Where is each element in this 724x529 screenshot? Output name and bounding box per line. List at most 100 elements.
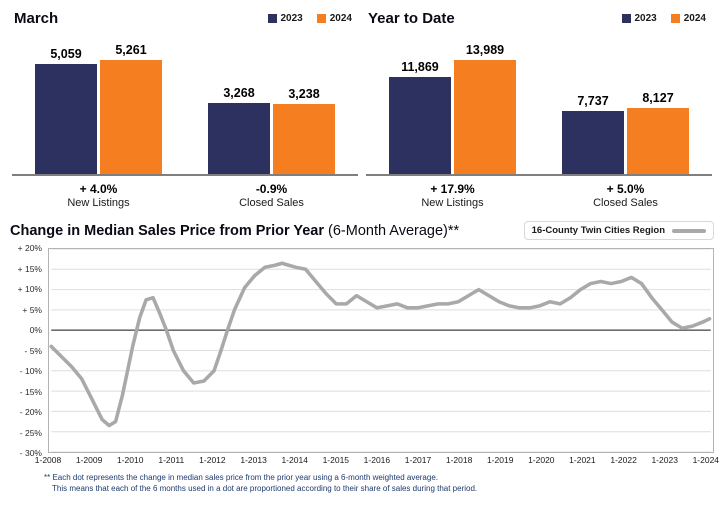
y-axis-labels: + 20% + 15% + 10% + 5% 0% - 5% - 10% - 15% - 20%… xyxy=(8,243,44,458)
march-closed-sales-group: 3,268 3,238 xyxy=(208,86,335,174)
legend-swatch-2024 xyxy=(670,14,680,23)
y-tick-label: + 20% xyxy=(17,243,42,253)
legend-label-2023: 2023 xyxy=(280,13,303,24)
bar-value-2023: 7,737 xyxy=(577,94,609,108)
closed-sales-label: -0.9% Closed Sales xyxy=(206,182,338,209)
change-percent: -0.9% xyxy=(255,182,288,196)
legend-swatch-2023 xyxy=(267,14,277,23)
bar-2024 xyxy=(627,108,689,174)
title-main: Change in Median Sales Price from Prior … xyxy=(10,222,325,239)
x-tick-label: 1-2019 xyxy=(486,455,514,465)
x-tick-label: 1-2018 xyxy=(445,455,473,465)
bar-wrap-2024: 3,238 xyxy=(273,87,335,174)
x-tick-label: 1-2009 xyxy=(75,455,103,465)
bar-wrap-2024: 13,989 xyxy=(454,43,516,174)
march-group-labels: + 4.0% New Listings -0.9% Closed Sales xyxy=(12,174,358,211)
march-panel-title: March xyxy=(14,10,59,27)
y-tick-label: - 5% xyxy=(24,345,42,356)
march-panel: March 2023 2024 5,059 5,261 xyxy=(8,6,362,211)
bar-2023 xyxy=(208,103,270,174)
price-change-plot xyxy=(48,248,714,453)
x-tick-label: 1-2016 xyxy=(363,455,391,465)
category-label: Closed Sales xyxy=(593,197,658,209)
x-tick-label: 1-2021 xyxy=(569,455,596,465)
title-suffix: (6-Month Average)** xyxy=(324,222,460,239)
legend-label-2023: 2023 xyxy=(634,13,657,24)
x-tick-label: 1-2015 xyxy=(322,455,350,465)
march-new-listings-group: 5,059 5,261 xyxy=(35,43,162,174)
new-listings-label: + 17.9% New Listings xyxy=(387,182,519,209)
y-tick-label: - 15% xyxy=(19,386,42,397)
y-tick-label: + 5% xyxy=(22,304,42,315)
median-price-section: Change in Median Sales Price from Prior … xyxy=(8,221,720,495)
category-label: New Listings xyxy=(67,197,130,209)
y-tick-label: + 10% xyxy=(17,284,42,294)
x-tick-label: 1-2012 xyxy=(199,455,226,465)
plot-wrapper: + 20% + 15% + 10% + 5% 0% - 5% - 10% - 15% - 20%… xyxy=(18,243,720,468)
bar-2023 xyxy=(562,111,624,174)
new-listings-label: + 4.0% New Listings xyxy=(33,182,165,209)
line-chart-legend: 16-County Twin Cities Region xyxy=(523,221,714,240)
ytd-bars-area: 11,869 13,989 7,737 8,127 xyxy=(366,36,712,174)
y-tick-label: - 25% xyxy=(19,427,42,438)
x-tick-label: 1-2014 xyxy=(281,455,308,465)
y-tick-label: - 10% xyxy=(19,366,42,376)
bar-panels: March 2023 2024 5,059 5,261 xyxy=(8,6,716,211)
bar-wrap-2023: 7,737 xyxy=(562,94,624,174)
legend-swatch-2024 xyxy=(316,14,326,23)
bar-wrap-2023: 11,869 xyxy=(389,60,451,174)
bar-2024 xyxy=(273,104,335,174)
y-tick-label: + 15% xyxy=(17,263,42,274)
bar-wrap-2024: 5,261 xyxy=(100,43,162,174)
x-tick-label: 1-2023 xyxy=(651,455,678,465)
bar-2023 xyxy=(35,64,97,174)
x-tick-label: 1-2008 xyxy=(34,455,62,465)
bar-value-2023: 5,059 xyxy=(50,47,82,61)
x-tick-label: 1-2010 xyxy=(116,455,144,465)
category-label: New Listings xyxy=(421,197,484,209)
ytd-panel-title: Year to Date xyxy=(368,10,455,27)
legend-label-2024: 2024 xyxy=(329,13,352,24)
gray-line-swatch xyxy=(672,228,706,233)
x-axis-labels: 1-2008 1-2009 1-2010 1-2011 1-2012 1-2013 1-20… xyxy=(35,455,720,468)
y-tick-label: 0% xyxy=(29,325,42,335)
change-percent: + 17.9% xyxy=(430,182,475,196)
y-tick-label: - 20% xyxy=(19,407,42,417)
bar-value-2024: 5,261 xyxy=(115,43,147,57)
category-label: Closed Sales xyxy=(239,197,304,209)
march-bars-area: 5,059 5,261 3,268 3,238 xyxy=(12,36,358,174)
ytd-group-labels: + 17.9% New Listings + 5.0% Closed Sales xyxy=(366,174,712,211)
ytd-panel-header: Year to Date 2023 2024 xyxy=(366,8,712,36)
ytd-panel: Year to Date 2023 2024 11,869 13,989 xyxy=(362,6,716,211)
x-tick-label: 1-2013 xyxy=(240,455,267,465)
bar-wrap-2023: 5,059 xyxy=(35,47,97,174)
bar-value-2023: 3,268 xyxy=(223,86,255,100)
footnote: ** Each dot represents the change in med… xyxy=(44,473,716,495)
line-chart-header: Change in Median Sales Price from Prior … xyxy=(8,221,716,240)
footnote-line-1: ** Each dot represents the change in med… xyxy=(44,473,438,482)
bar-2024 xyxy=(100,60,162,174)
bar-wrap-2023: 3,268 xyxy=(208,86,270,174)
change-percent: + 4.0% xyxy=(79,182,118,196)
x-tick-label: 1-2022 xyxy=(610,455,637,465)
y-tick-label: - 30% xyxy=(19,448,42,458)
bar-wrap-2024: 8,127 xyxy=(627,91,689,174)
x-tick-label: 1-2024 xyxy=(692,455,720,465)
bar-value-2024: 13,989 xyxy=(465,43,505,57)
legend-swatch-2023 xyxy=(621,14,631,23)
march-legend: 2023 2024 xyxy=(267,10,352,24)
line-chart-title: Change in Median Sales Price from Prior … xyxy=(10,223,459,239)
ytd-closed-sales-group: 7,737 8,127 xyxy=(562,91,689,174)
bar-2024 xyxy=(454,60,516,174)
change-percent: + 5.0% xyxy=(606,182,645,196)
bar-value-2023: 11,869 xyxy=(401,60,439,74)
bar-2023 xyxy=(389,77,451,174)
x-tick-label: 1-2011 xyxy=(158,455,185,465)
bar-value-2024: 8,127 xyxy=(642,91,674,105)
legend-label-2024: 2024 xyxy=(683,13,706,24)
closed-sales-label: + 5.0% Closed Sales xyxy=(560,182,692,209)
x-tick-label: 1-2020 xyxy=(528,455,555,465)
march-panel-header: March 2023 2024 xyxy=(12,8,358,36)
x-tick-label: 1-2017 xyxy=(404,455,432,465)
ytd-new-listings-group: 11,869 13,989 xyxy=(389,43,516,174)
